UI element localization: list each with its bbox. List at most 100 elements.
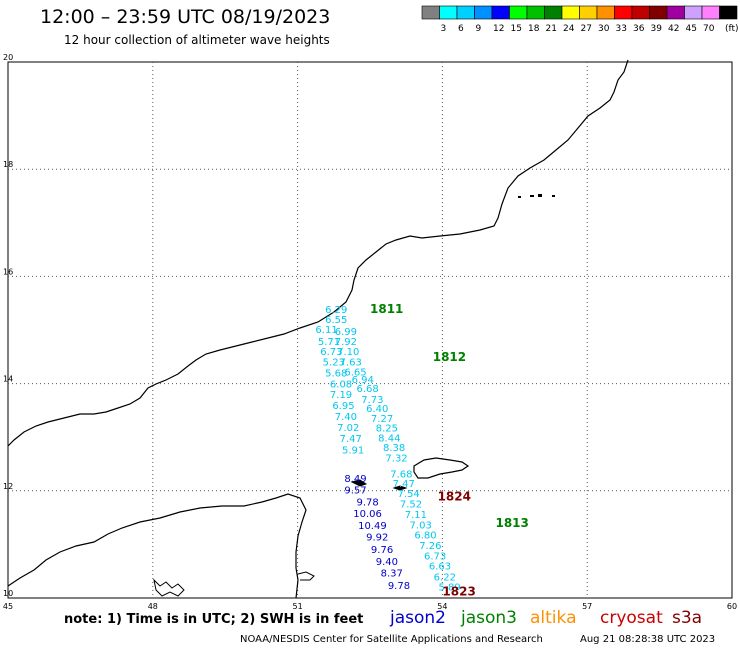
color-scale-label: 30 bbox=[598, 24, 610, 34]
wave-height-value: 7.47 bbox=[393, 479, 415, 490]
satellite-legend-jason2: jason2 bbox=[390, 608, 446, 628]
color-swatch bbox=[701, 5, 720, 20]
wave-height-value: 6.94 bbox=[352, 375, 374, 386]
coastline-arabia bbox=[7, 59, 629, 447]
wave-height-value: 9.57 bbox=[344, 485, 366, 496]
color-swatch bbox=[474, 5, 493, 20]
color-swatch bbox=[544, 5, 563, 20]
satellite-legend-altika: altika bbox=[530, 608, 577, 628]
lon-tick-label: 60 bbox=[727, 602, 737, 611]
color-scale-label: 21 bbox=[546, 24, 557, 34]
wave-height-value: 7.68 bbox=[390, 469, 412, 480]
wave-height-value: 6.95 bbox=[332, 401, 354, 412]
color-scale-label: 9 bbox=[476, 24, 482, 34]
wave-height-value: 6.08 bbox=[330, 379, 352, 390]
color-scale-label: 70 bbox=[703, 24, 715, 34]
wave-height-value: 7.63 bbox=[340, 357, 362, 368]
wave-height-tracks: 6.296.556.116.995.717.926.737.105.237.63… bbox=[315, 305, 460, 594]
abd-al-kuri-island bbox=[350, 479, 368, 487]
wave-height-value: 5.89 bbox=[439, 582, 461, 593]
lon-tick-label: 57 bbox=[582, 602, 592, 611]
satellite-legend-jason3: jason3 bbox=[461, 608, 517, 628]
color-swatch bbox=[456, 5, 475, 20]
wave-height-value: 6.11 bbox=[315, 325, 337, 336]
wave-height-value: 6.63 bbox=[429, 562, 451, 573]
wave-height-value: 8.44 bbox=[378, 433, 400, 444]
color-scale-legend: 3 6 9 12 15 18 21 24 27 30 33 36 39 42 45 70 (ft) bbox=[421, 5, 739, 34]
socotra-island bbox=[413, 457, 470, 479]
color-swatch bbox=[491, 5, 510, 20]
pass-time-label: 1811 bbox=[370, 302, 403, 316]
color-swatch bbox=[439, 5, 458, 20]
color-swatch bbox=[649, 5, 668, 20]
satellite-legend-cryosat: cryosat bbox=[600, 608, 663, 628]
color-swatch bbox=[631, 5, 650, 20]
wave-height-value: 9.78 bbox=[388, 581, 410, 592]
lat-tick-label: 20 bbox=[3, 53, 13, 62]
wave-height-value: 10.49 bbox=[358, 521, 387, 532]
color-scale-label: 18 bbox=[528, 24, 540, 34]
wave-height-value: 5.71 bbox=[318, 337, 340, 348]
lon-tick-label: 45 bbox=[3, 602, 13, 611]
color-scale-label: 3 bbox=[441, 24, 447, 34]
wave-height-value: 7.10 bbox=[337, 347, 359, 358]
color-scale-unit: (ft) bbox=[725, 24, 739, 34]
wave-height-value: 8.49 bbox=[344, 474, 366, 485]
lat-tick-label: 16 bbox=[3, 267, 13, 276]
wave-height-value: 6.22 bbox=[434, 572, 456, 583]
wave-height-value: 7.02 bbox=[337, 423, 359, 434]
wave-height-value: 5.68 bbox=[325, 369, 347, 380]
wave-height-value: 9.40 bbox=[376, 557, 398, 568]
lon-tick-label: 51 bbox=[293, 602, 303, 611]
color-swatch bbox=[421, 5, 440, 20]
color-swatch bbox=[684, 5, 703, 20]
plot-frame bbox=[7, 61, 733, 599]
pass-time-label: 1812 bbox=[433, 350, 466, 364]
lat-tick-label: 18 bbox=[3, 160, 13, 169]
lon-tick-label: 54 bbox=[437, 602, 447, 611]
lon-tick-label: 48 bbox=[148, 602, 158, 611]
wave-height-value: 7.11 bbox=[405, 510, 427, 521]
page-subtitle: 12 hour collection of altimeter wave hei… bbox=[64, 33, 330, 47]
wave-height-value: 8.37 bbox=[381, 569, 403, 580]
lat-tick-label: 10 bbox=[3, 589, 13, 598]
pass-time-label: 1823 bbox=[442, 584, 475, 598]
lat-tick-label: 12 bbox=[3, 482, 13, 491]
wave-height-value: 7.27 bbox=[371, 414, 393, 425]
pass-time-label: 1824 bbox=[438, 489, 471, 503]
wave-height-value: 7.19 bbox=[330, 390, 352, 401]
wave-height-value: 9.76 bbox=[371, 545, 393, 556]
wave-height-value: 6.55 bbox=[325, 315, 347, 326]
wave-height-value: 7.32 bbox=[385, 453, 407, 464]
wave-height-value: 7.92 bbox=[335, 337, 357, 348]
color-scale-label: 33 bbox=[616, 24, 627, 34]
samhah-island bbox=[392, 485, 408, 491]
color-scale-label: 6 bbox=[458, 24, 464, 34]
wave-height-value: 7.40 bbox=[335, 412, 357, 423]
wave-height-value: 9.92 bbox=[366, 533, 388, 544]
color-scale-label: 39 bbox=[651, 24, 663, 34]
wave-height-value: 6.99 bbox=[335, 327, 357, 338]
color-swatch bbox=[579, 5, 598, 20]
wave-height-value: 6.73 bbox=[424, 551, 446, 562]
wave-height-value: 6.73 bbox=[320, 347, 342, 358]
color-scale-label: 42 bbox=[668, 24, 679, 34]
color-scale-label: 27 bbox=[581, 24, 592, 34]
wave-height-value: 7.54 bbox=[397, 489, 419, 500]
pass-time-label: 1813 bbox=[495, 516, 528, 530]
footer-note: note: 1) Time is in UTC; 2) SWH is in fe… bbox=[64, 612, 364, 627]
wave-height-value: 7.26 bbox=[419, 541, 441, 552]
color-swatch bbox=[509, 5, 528, 20]
wave-height-value: 6.40 bbox=[366, 404, 388, 415]
wave-height-value: 6.68 bbox=[356, 384, 378, 395]
color-swatch bbox=[561, 5, 580, 20]
wave-height-value: 7.03 bbox=[410, 520, 432, 531]
wave-height-value: 10.06 bbox=[353, 509, 382, 520]
color-swatch bbox=[526, 5, 545, 20]
wave-height-value: 5.91 bbox=[342, 445, 364, 456]
wave-height-value: 9.78 bbox=[356, 497, 378, 508]
wave-height-value: 5.23 bbox=[323, 357, 345, 368]
pass-labels: 1811 1812 1813 1824 1823 bbox=[370, 302, 529, 598]
color-scale-label: 24 bbox=[563, 24, 575, 34]
